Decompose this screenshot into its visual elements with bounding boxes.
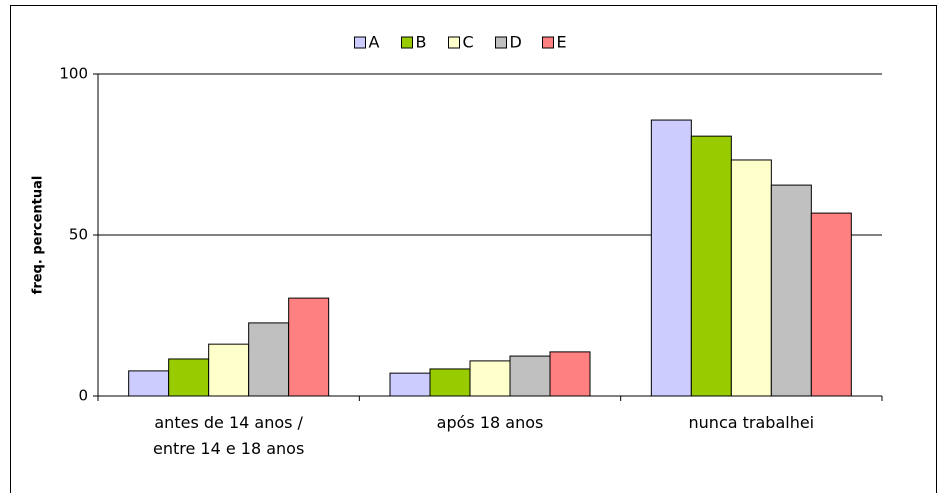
x-tick-label: nunca trabalhei (688, 413, 815, 432)
legend-swatch (448, 36, 460, 49)
bar (389, 372, 431, 397)
bar (128, 370, 170, 397)
bar (248, 322, 290, 397)
bar (469, 360, 511, 397)
y-tick-label: 0 (78, 387, 88, 405)
legend-label: C (463, 33, 474, 52)
bar (549, 351, 591, 397)
legend-label: A (369, 33, 380, 52)
bar (650, 119, 692, 397)
bar (509, 355, 551, 397)
legend-label: E (557, 33, 567, 52)
bar (770, 184, 812, 397)
legend-swatch (542, 36, 554, 49)
bar (208, 343, 250, 397)
frame (10, 5, 937, 493)
legend-label: D (510, 33, 522, 52)
bar (690, 135, 732, 397)
legend-label: B (416, 33, 427, 52)
legend-swatch (354, 36, 366, 49)
y-axis-label: freq. percentual (31, 176, 46, 295)
x-tick-label: após 18 anos (436, 413, 544, 432)
y-tick-label: 100 (59, 65, 88, 83)
bar (429, 368, 471, 397)
bar (810, 212, 852, 397)
legend-swatch (495, 36, 507, 49)
bar (730, 159, 772, 397)
bar (288, 297, 330, 397)
legend-swatch (401, 36, 413, 49)
x-tick-label: antes de 14 anos / entre 14 e 18 anos (153, 413, 305, 458)
bar (168, 358, 210, 397)
y-tick-label: 50 (69, 226, 88, 244)
